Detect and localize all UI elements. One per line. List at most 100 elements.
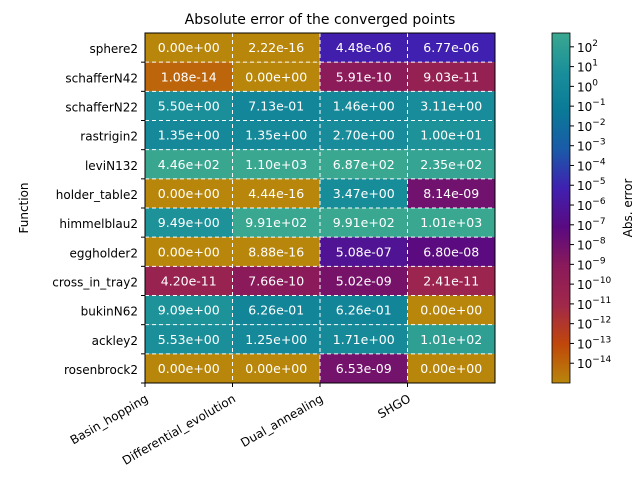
cell-value-label: 1.35e+00 <box>245 128 307 143</box>
cell-value-label: 0.00e+00 <box>420 303 482 318</box>
y-tick-label: schafferN22 <box>65 101 138 115</box>
cell-value-label: 1.71e+00 <box>333 332 395 347</box>
cell-value-label: 0.00e+00 <box>158 40 220 55</box>
heatmap-cell <box>320 33 408 63</box>
colorbar-tick-label: 10−6 <box>577 197 606 213</box>
y-tick-label: sphere2 <box>89 42 138 56</box>
heatmap-grid <box>145 33 495 383</box>
heatmap-cell <box>320 178 408 208</box>
cell-value-label: 6.87e+02 <box>333 157 395 172</box>
y-tick-label: holder_table2 <box>56 188 138 202</box>
colorbar-tick-label: 10−10 <box>577 276 612 292</box>
cell-value-label: 1.10e+03 <box>245 157 307 172</box>
cell-value-label: 1.01e+03 <box>420 215 482 230</box>
cell-value-label: 6.53e-09 <box>336 361 392 376</box>
cell-value-label: 6.26e-01 <box>336 303 392 318</box>
heatmap-cell <box>232 295 320 325</box>
cell-value-label: 0.00e+00 <box>245 69 307 84</box>
y-tick-label: himmelblau2 <box>59 217 138 231</box>
cell-value-label: 3.47e+00 <box>333 186 395 201</box>
heatmap-cell <box>145 353 233 383</box>
heatmap-cell <box>320 295 408 325</box>
heatmap-cell <box>320 324 408 354</box>
y-tick-label: cross_in_tray2 <box>52 276 138 290</box>
cell-value-label: 5.53e+00 <box>158 332 220 347</box>
y-tick-label: rosenbrock2 <box>64 363 138 377</box>
cell-value-label: 8.14e-09 <box>423 186 479 201</box>
x-tick-label: Basin_hopping <box>68 391 151 447</box>
heatmap-cell <box>145 91 233 121</box>
heatmap-cell <box>232 353 320 383</box>
cell-value-label: 9.91e+02 <box>333 215 395 230</box>
heatmap-cell <box>407 178 495 208</box>
heatmap-cell <box>320 62 408 92</box>
cell-value-label: 6.26e-01 <box>248 303 304 318</box>
colorbar-tick-label: 10−3 <box>577 138 606 154</box>
heatmap-cells: 0.00e+00 2.22e-16 4.48e-06 6.77e-06 1.08e-14… <box>145 33 495 383</box>
heatmap-cell <box>407 62 495 92</box>
colorbar-tick-label: 10−1 <box>577 98 606 114</box>
y-tick-label: leviN132 <box>85 159 138 173</box>
y-tick-label: schafferN42 <box>65 71 138 85</box>
colorbar-tick-label: 10−2 <box>577 118 606 134</box>
cell-value-label: 5.91e-10 <box>336 69 392 84</box>
heatmap-cell <box>320 208 408 238</box>
cell-value-label: 1.25e+00 <box>245 332 307 347</box>
colorbar-tick-label: 10−5 <box>577 177 606 193</box>
cell-value-label: 0.00e+00 <box>420 361 482 376</box>
colorbar-tick-label: 10−9 <box>577 256 606 272</box>
y-tick-label: rastrigin2 <box>80 130 138 144</box>
heatmap-cell <box>145 208 233 238</box>
chart-title: Absolute error of the converged points <box>185 12 456 28</box>
heatmap-cell <box>232 237 320 267</box>
heatmap-cell <box>407 91 495 121</box>
colorbar-tick-label: 10−8 <box>577 237 606 253</box>
heatmap-cell <box>145 149 233 179</box>
colorbar-tick-label: 10−7 <box>577 217 606 233</box>
cell-value-label: 1.00e+01 <box>420 128 482 143</box>
cell-value-label: 8.88e-16 <box>248 244 304 259</box>
colorbar-tick-label: 10−13 <box>577 335 611 351</box>
cell-value-label: 5.08e-07 <box>336 244 392 259</box>
cell-value-label: 3.11e+00 <box>420 98 482 113</box>
heatmap-cell <box>407 324 495 354</box>
heatmap-cell <box>232 149 320 179</box>
cell-value-label: 2.70e+00 <box>333 128 395 143</box>
heatmap-cell <box>145 62 233 92</box>
heatmap-cell <box>407 295 495 325</box>
heatmap-cell <box>407 33 495 63</box>
cell-value-label: 2.22e-16 <box>248 40 304 55</box>
colorbar-tick-label: 10−4 <box>577 157 606 173</box>
heatmap-cell <box>232 120 320 150</box>
cell-value-label: 9.09e+00 <box>158 303 220 318</box>
cell-value-label: 5.50e+00 <box>158 98 220 113</box>
cell-value-label: 0.00e+00 <box>158 361 220 376</box>
x-tick-label: SHGO <box>375 391 413 421</box>
heatmap-cell <box>232 91 320 121</box>
heatmap-cell <box>232 33 320 63</box>
heatmap-cell <box>320 266 408 296</box>
cell-value-label: 2.41e-11 <box>423 273 479 288</box>
heatmap-cell <box>407 208 495 238</box>
heatmap-cell <box>145 266 233 296</box>
heatmap-cell <box>407 353 495 383</box>
cell-value-label: 9.03e-11 <box>423 69 479 84</box>
heatmap-cell <box>407 266 495 296</box>
colorbar-tick-label: 102 <box>577 39 598 55</box>
cell-value-label: 4.48e-06 <box>336 40 392 55</box>
x-tick-label: Dual_annealing <box>238 391 325 449</box>
heatmap-cell <box>407 149 495 179</box>
y-tick-label: ackley2 <box>92 334 138 348</box>
heatmap-cell <box>145 178 233 208</box>
cell-value-label: 6.80e-08 <box>423 244 479 259</box>
heatmap-cell <box>320 237 408 267</box>
cell-value-label: 9.91e+02 <box>245 215 307 230</box>
heatmap-cell <box>145 237 233 267</box>
cell-value-label: 4.20e-11 <box>161 273 217 288</box>
colorbar-tick-label: 10−14 <box>577 355 612 371</box>
cell-value-label: 1.35e+00 <box>158 128 220 143</box>
colorbar <box>551 32 571 384</box>
cell-value-label: 2.35e+02 <box>420 157 482 172</box>
